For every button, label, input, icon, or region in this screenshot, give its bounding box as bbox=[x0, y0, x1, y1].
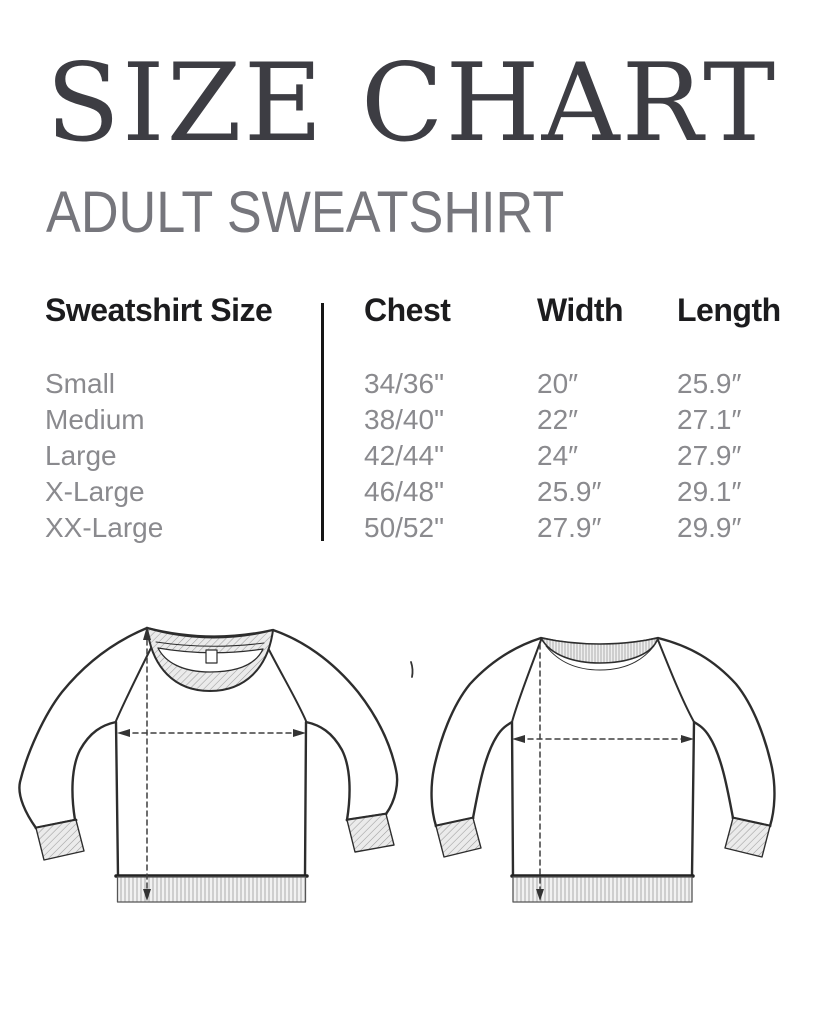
back-width-measure-line bbox=[512, 735, 694, 743]
back-armhole-seam-right bbox=[657, 639, 695, 723]
table-cell: 46/48" bbox=[364, 476, 445, 507]
front-cuff-left bbox=[35, 819, 85, 861]
table-cell: 27.9″ bbox=[677, 440, 742, 471]
table-cell: 27.9″ bbox=[537, 512, 602, 543]
stray-mark bbox=[410, 661, 414, 678]
header-chest: Chest bbox=[364, 292, 451, 328]
back-body-outline bbox=[430, 636, 776, 878]
back-cuff-left bbox=[435, 817, 482, 858]
header-length: Length bbox=[677, 292, 781, 328]
back-collar-band bbox=[540, 637, 659, 664]
table-cell: 50/52" bbox=[364, 512, 445, 543]
back-collar-seam bbox=[545, 645, 655, 671]
table-row: XX-Large bbox=[45, 512, 164, 543]
page-title: SIZE CHART bbox=[46, 41, 778, 166]
front-cuff-right bbox=[346, 813, 395, 853]
page-subtitle: ADULT SWEATSHIRT bbox=[46, 180, 565, 245]
header-width: Width bbox=[537, 292, 624, 328]
front-body-outline bbox=[18, 626, 399, 878]
table-cell: 22″ bbox=[537, 404, 579, 435]
back-armhole-seam-left bbox=[511, 639, 542, 723]
front-backneck-line bbox=[155, 641, 265, 647]
table-cell: 29.9″ bbox=[677, 512, 742, 543]
sweatshirt-front-diagram bbox=[18, 626, 399, 903]
table-row: Medium bbox=[45, 404, 145, 435]
size-diagrams bbox=[18, 626, 776, 903]
front-length-measure-line bbox=[143, 626, 151, 901]
table-cell: 20″ bbox=[537, 368, 579, 399]
front-raglan-seam-left bbox=[115, 639, 156, 722]
table-cell: 25.9″ bbox=[677, 368, 742, 399]
table-cell: 34/36" bbox=[364, 368, 445, 399]
table-cell: 27.1″ bbox=[677, 404, 742, 435]
table-cell: 42/44" bbox=[364, 440, 445, 471]
table-cell: 29.1″ bbox=[677, 476, 742, 507]
table-row: Small bbox=[45, 368, 116, 399]
back-length-measure-line bbox=[536, 643, 544, 901]
front-neck-tag bbox=[205, 649, 218, 664]
table-divider-line bbox=[321, 303, 324, 541]
table-cell: 38/40" bbox=[364, 404, 445, 435]
table-cell: 25.9″ bbox=[537, 476, 602, 507]
table-row: Large bbox=[45, 440, 117, 471]
table-row: X-Large bbox=[45, 476, 145, 507]
table-cell: 24″ bbox=[537, 440, 579, 471]
header-sweatshirt-size: Sweatshirt Size bbox=[45, 292, 273, 328]
front-raglan-seam-right bbox=[264, 641, 307, 722]
back-cuff-right bbox=[724, 817, 771, 858]
sweatshirt-back-diagram bbox=[430, 636, 776, 903]
front-width-measure-line bbox=[117, 729, 306, 737]
